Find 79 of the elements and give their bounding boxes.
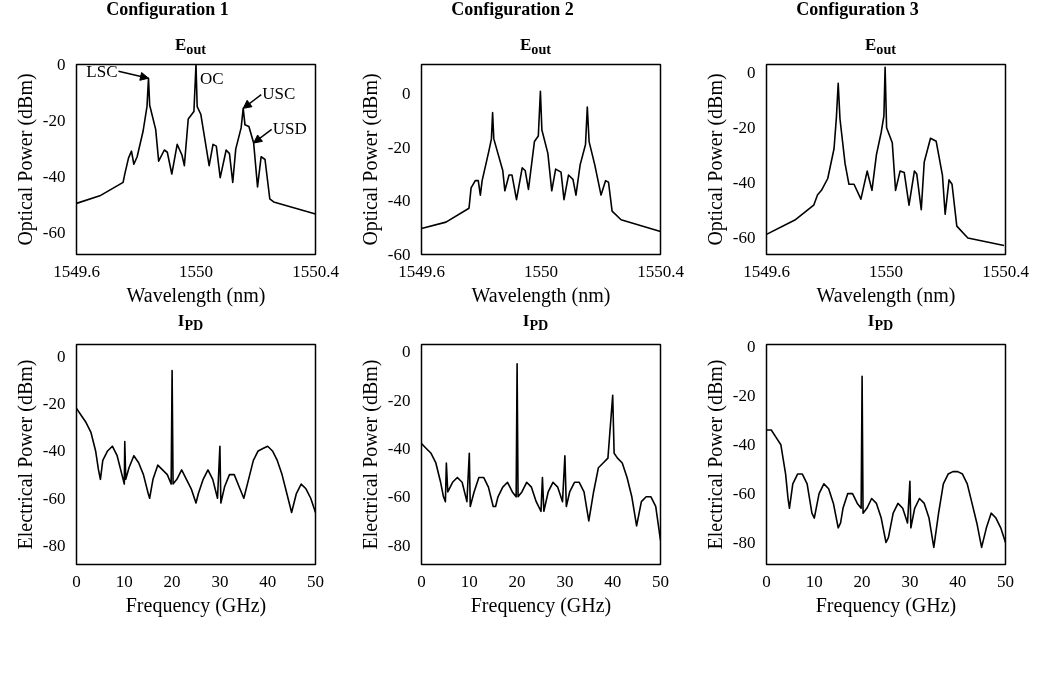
- chart-title: I$_{PD}$: [866, 311, 895, 334]
- x-tick-label: 1550.4: [982, 261, 1030, 281]
- x-tick-label: 1550: [524, 261, 558, 281]
- x-axis-title: Frequency (GHz): [815, 593, 957, 617]
- x-tick-label: 20: [853, 571, 871, 591]
- y-tick-label: -80: [732, 533, 756, 552]
- y-tick-label: 0: [57, 55, 66, 74]
- y-tick-label: -40: [42, 166, 66, 186]
- chart-title: I$_{PD}$: [176, 311, 205, 334]
- y-tick-label: -20: [732, 118, 756, 138]
- x-tick-label: 1549.6: [398, 261, 445, 281]
- chart-title: I$_{PD}$: [521, 311, 550, 334]
- x-tick-label: 1550.4: [637, 261, 685, 281]
- y-tick-label: 0: [57, 346, 66, 366]
- y-tick-label: 0: [747, 63, 756, 83]
- x-tick-label: 1550: [869, 261, 903, 281]
- chart-subtitle: E$_{out}$: [174, 35, 207, 58]
- chart-subtitle: E$_{out}$: [864, 35, 897, 58]
- y-tick-label: -40: [387, 438, 411, 458]
- y-tick-label: -80: [42, 536, 66, 556]
- y-axis-title: Electrical Power (dBm): [358, 359, 382, 550]
- y-axis-title: Optical Power (dBm): [358, 73, 382, 246]
- x-tick-label: 10: [115, 571, 133, 591]
- x-axis-title: Frequency (GHz): [125, 593, 267, 617]
- y-tick-label: -80: [387, 535, 411, 555]
- x-tick-label: 1549.6: [743, 261, 790, 281]
- annotation: OC: [200, 68, 224, 88]
- x-tick-label: 50: [997, 571, 1014, 591]
- y-tick-label: -20: [387, 137, 411, 157]
- x-tick-label: 10: [805, 571, 823, 591]
- chart-subtitle: E$_{out}$: [519, 35, 552, 58]
- x-tick-label: 50: [307, 571, 324, 591]
- x-axis-title: Wavelength (nm): [126, 283, 266, 307]
- y-axis-title: Optical Power (dBm): [703, 73, 727, 246]
- y-tick-label: -60: [387, 487, 411, 507]
- y-tick-label: -40: [387, 191, 411, 211]
- y-axis-title: Electrical Power (dBm): [13, 359, 37, 550]
- chart-title: Configuration 2: [450, 0, 575, 19]
- y-tick-label: -20: [42, 110, 66, 130]
- y-tick-label: -60: [732, 484, 756, 504]
- x-axis-title: Wavelength (nm): [471, 283, 611, 307]
- x-tick-label: 10: [460, 571, 478, 591]
- x-tick-label: 0: [762, 571, 771, 591]
- annotation: LSC: [86, 61, 118, 81]
- x-tick-label: 1549.6: [53, 261, 100, 281]
- x-tick-label: 50: [652, 571, 669, 591]
- x-tick-label: 20: [508, 571, 526, 591]
- y-tick-label: -60: [732, 228, 756, 248]
- y-tick-label: -40: [42, 441, 66, 461]
- x-tick-label: 0: [72, 571, 81, 591]
- x-tick-label: 30: [211, 571, 229, 591]
- y-tick-label: 0: [402, 342, 411, 362]
- y-tick-label: -60: [387, 245, 411, 264]
- x-tick-label: 40: [949, 571, 967, 591]
- x-tick-label: 40: [604, 571, 622, 591]
- y-axis-title: Electrical Power (dBm): [703, 359, 727, 550]
- y-tick-label: 0: [402, 84, 411, 104]
- x-tick-label: 30: [901, 571, 919, 591]
- x-tick-label: 30: [556, 571, 574, 591]
- y-tick-label: -20: [42, 394, 66, 414]
- x-axis-title: Frequency (GHz): [470, 593, 612, 617]
- y-tick-label: -20: [387, 390, 411, 410]
- x-tick-label: 1550.4: [292, 261, 340, 281]
- chart-title: Configuration 3: [795, 0, 920, 19]
- x-tick-label: 20: [163, 571, 181, 591]
- chart-title: Configuration 1: [105, 0, 230, 19]
- x-tick-label: 40: [259, 571, 277, 591]
- annotation: USD: [272, 118, 307, 138]
- annotation: USC: [262, 84, 296, 104]
- y-tick-label: -60: [42, 222, 66, 242]
- y-tick-label: -40: [732, 435, 756, 455]
- y-tick-label: -40: [732, 173, 756, 193]
- x-tick-label: 0: [417, 571, 426, 591]
- y-axis-title: Optical Power (dBm): [13, 73, 37, 246]
- y-tick-label: -20: [732, 386, 756, 406]
- y-tick-label: -60: [42, 488, 66, 508]
- x-axis-title: Wavelength (nm): [816, 283, 956, 307]
- x-tick-label: 1550: [179, 261, 213, 281]
- y-tick-label: 0: [747, 337, 756, 357]
